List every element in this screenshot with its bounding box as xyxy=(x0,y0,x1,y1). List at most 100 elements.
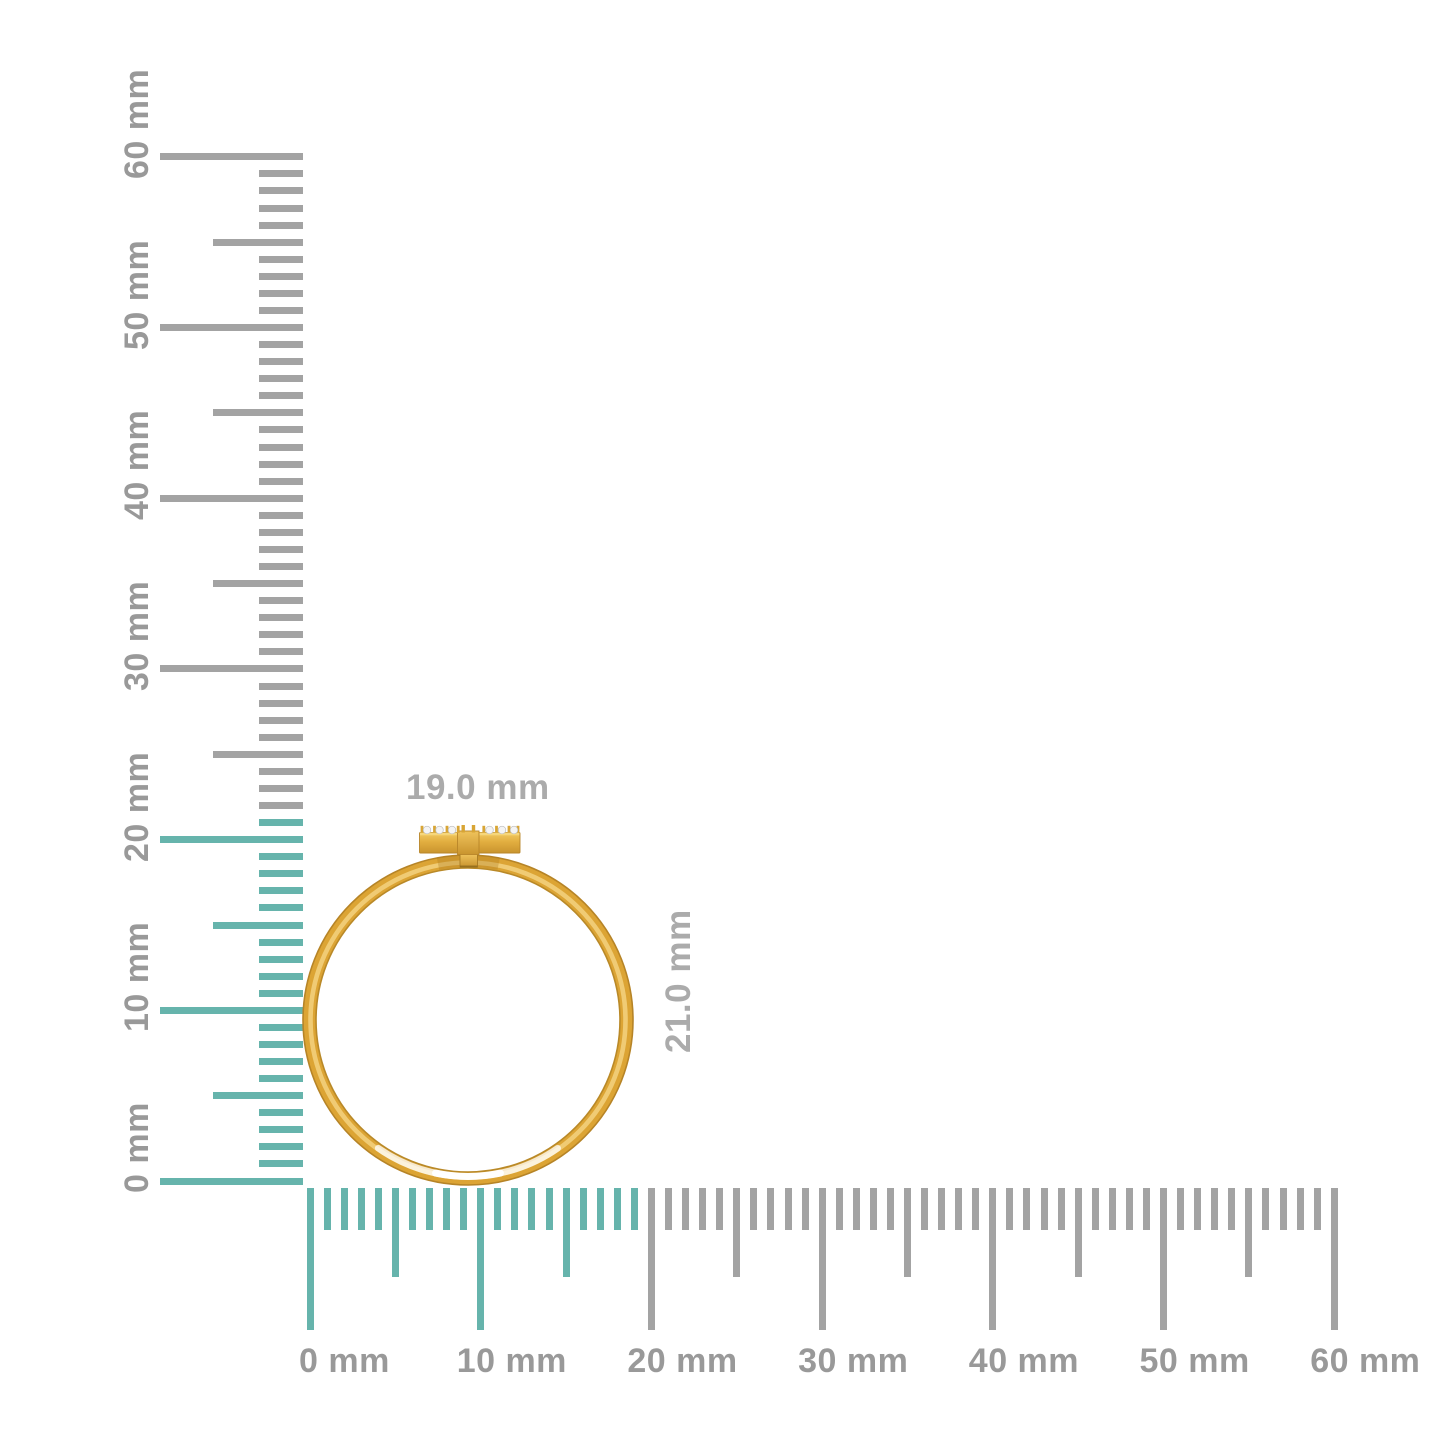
minor-tick xyxy=(259,972,303,980)
minor-tick xyxy=(259,460,303,468)
medium-tick xyxy=(1245,1188,1253,1277)
minor-tick xyxy=(1313,1188,1321,1230)
horizontal-ruler-label: 0 mm xyxy=(299,1342,390,1380)
diamond-stone xyxy=(497,825,507,835)
minor-tick xyxy=(259,272,303,280)
minor-tick xyxy=(259,443,303,451)
minor-tick xyxy=(323,1188,331,1230)
minor-tick xyxy=(528,1188,536,1230)
minor-tick xyxy=(259,528,303,536)
minor-tick xyxy=(259,392,303,400)
medium-tick xyxy=(733,1188,741,1277)
minor-tick xyxy=(259,204,303,212)
minor-tick xyxy=(259,767,303,775)
minor-tick xyxy=(767,1188,775,1230)
minor-tick xyxy=(852,1188,860,1230)
minor-tick xyxy=(259,955,303,963)
minor-tick xyxy=(259,1023,303,1031)
minor-tick xyxy=(665,1188,672,1230)
prong xyxy=(433,825,436,833)
minor-tick xyxy=(259,187,303,195)
minor-tick xyxy=(259,819,303,826)
minor-tick xyxy=(1177,1188,1185,1230)
minor-tick xyxy=(1296,1188,1304,1230)
minor-tick xyxy=(545,1188,553,1230)
minor-tick xyxy=(259,597,303,605)
minor-tick xyxy=(259,802,303,809)
minor-tick xyxy=(1091,1188,1099,1230)
minor-tick xyxy=(1279,1188,1287,1230)
minor-tick xyxy=(972,1188,980,1230)
minor-tick xyxy=(682,1188,689,1230)
minor-tick xyxy=(784,1188,792,1230)
minor-tick xyxy=(259,989,303,997)
minor-tick xyxy=(259,784,303,792)
minor-tick xyxy=(259,631,303,639)
major-tick xyxy=(160,153,303,161)
minor-tick xyxy=(259,255,303,263)
minor-tick xyxy=(835,1188,843,1230)
minor-tick xyxy=(613,1188,621,1230)
medium-tick xyxy=(213,409,303,417)
minor-tick xyxy=(259,614,303,622)
minor-tick xyxy=(259,716,303,724)
minor-tick xyxy=(938,1188,946,1230)
ring-band xyxy=(302,854,634,1186)
major-tick xyxy=(477,1188,485,1330)
diamond-stone xyxy=(447,825,457,835)
minor-tick xyxy=(1142,1188,1150,1230)
horizontal-ruler-label: 40 mm xyxy=(968,1342,1080,1380)
medium-tick xyxy=(562,1188,570,1277)
minor-tick xyxy=(259,1058,303,1065)
diamond-stone xyxy=(422,825,432,835)
minor-tick xyxy=(511,1188,519,1230)
minor-tick xyxy=(340,1188,348,1230)
minor-tick xyxy=(1023,1188,1031,1230)
major-tick xyxy=(647,1188,655,1330)
medium-tick xyxy=(213,1092,303,1100)
minor-tick xyxy=(1262,1188,1270,1230)
minor-tick xyxy=(716,1188,724,1230)
major-tick xyxy=(160,324,303,331)
minor-tick xyxy=(259,306,303,314)
major-tick xyxy=(306,1188,314,1330)
major-tick xyxy=(160,494,303,502)
ring-height-dimension-label: 21.0 mm xyxy=(659,909,698,1053)
minor-tick xyxy=(374,1188,382,1230)
diamond-stones xyxy=(420,825,520,835)
minor-tick xyxy=(699,1188,707,1230)
minor-tick xyxy=(259,170,303,178)
minor-tick xyxy=(259,426,303,434)
medium-tick xyxy=(1074,1188,1082,1277)
minor-tick xyxy=(1211,1188,1219,1230)
minor-tick xyxy=(1040,1188,1048,1230)
major-tick xyxy=(1160,1188,1167,1330)
ring-setting-bar xyxy=(419,825,521,855)
minor-tick xyxy=(259,853,303,861)
minor-tick xyxy=(801,1188,809,1230)
minor-tick xyxy=(259,682,303,690)
prong xyxy=(445,825,449,833)
horizontal-ruler-label: 30 mm xyxy=(798,1342,909,1380)
minor-tick xyxy=(259,563,303,570)
minor-tick xyxy=(579,1188,587,1230)
prong xyxy=(495,825,498,833)
horizontal-ruler-label: 20 mm xyxy=(627,1342,738,1380)
minor-tick xyxy=(259,887,303,895)
minor-tick xyxy=(259,904,303,912)
minor-tick xyxy=(259,289,303,297)
major-tick xyxy=(160,1006,303,1014)
minor-tick xyxy=(357,1188,365,1230)
minor-tick xyxy=(259,358,303,366)
minor-tick xyxy=(259,1109,303,1117)
minor-tick xyxy=(1228,1188,1236,1230)
minor-tick xyxy=(259,511,303,519)
medium-tick xyxy=(213,921,303,929)
diamond-stone xyxy=(509,825,519,835)
minor-tick xyxy=(955,1188,963,1230)
major-tick xyxy=(160,665,303,673)
minor-tick xyxy=(1125,1188,1133,1230)
minor-tick xyxy=(869,1188,877,1230)
